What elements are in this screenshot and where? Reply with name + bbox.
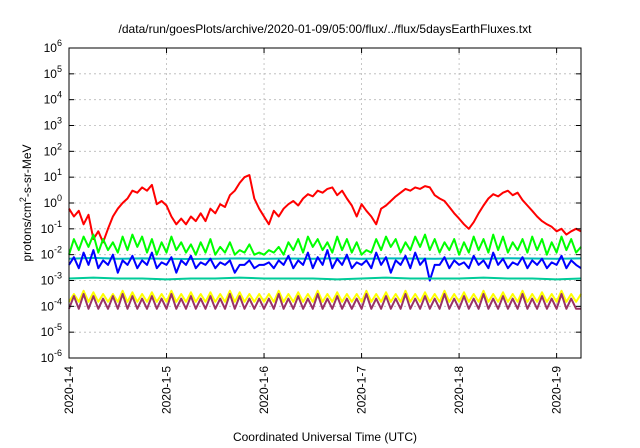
x-tick-label: 2020-1-5 xyxy=(160,366,174,414)
y-tick-label: 104 xyxy=(44,90,62,107)
grid-layer xyxy=(69,48,581,358)
series-line-4 xyxy=(68,276,582,281)
y-tick-exponent: 3 xyxy=(57,116,62,126)
y-tick-label: 100 xyxy=(44,193,62,210)
y-tick-label: 10-4 xyxy=(41,296,62,313)
y-tick-base: 10 xyxy=(44,144,58,158)
y-tick-label: 10-2 xyxy=(41,245,62,262)
y-tick-label: 101 xyxy=(44,167,62,184)
y-tick-exponent: -6 xyxy=(54,348,62,358)
y-tick-exponent: -1 xyxy=(54,219,62,229)
x-tick-label: 2020-1-7 xyxy=(355,366,369,414)
y-tick-label: 105 xyxy=(44,64,62,81)
x-tick-label: 2020-1-6 xyxy=(257,366,271,414)
y-tick-base: 10 xyxy=(44,67,58,81)
y-tick-label: 106 xyxy=(44,38,62,55)
y-tick-exponent: 6 xyxy=(57,38,62,48)
y-axis-label-unit: protons/cm xyxy=(20,202,34,261)
y-tick-exponent: -5 xyxy=(54,322,62,332)
series-line-5 xyxy=(68,289,582,303)
y-tick-label: 10-6 xyxy=(41,348,62,365)
x-axis: 2020-1-4 2020-1-5 2020-1-6 2020-1-7 2020-1-8… xyxy=(62,48,564,414)
y-tick-label: 10-1 xyxy=(41,219,62,236)
y-tick-exponent: -2 xyxy=(54,245,62,255)
series-line-6 xyxy=(68,293,581,310)
chart-title: /data/run/goesPlots/archive/2020-01-09/0… xyxy=(119,22,533,36)
y-tick-exponent: 4 xyxy=(57,90,62,100)
y-tick-base: 10 xyxy=(41,274,55,288)
y-axis-label: protons/cm2-s-sr-MeV xyxy=(18,144,34,261)
y-tick-exponent: 0 xyxy=(57,193,62,203)
y-tick-base: 10 xyxy=(44,93,58,107)
series-line-3 xyxy=(68,249,582,282)
x-tick-label: 2020-1-9 xyxy=(550,366,564,414)
y-tick-exponent: -3 xyxy=(54,271,62,281)
y-tick-exponent: 5 xyxy=(57,64,62,74)
x-tick-label: 2020-1-4 xyxy=(62,366,76,414)
y-tick-exponent: 2 xyxy=(57,141,62,151)
y-tick-label: 102 xyxy=(44,141,62,158)
y-tick-base: 10 xyxy=(44,41,58,55)
y-axis: 10610510410310210110010-110-210-310-410-… xyxy=(41,38,581,365)
y-tick-base: 10 xyxy=(44,170,58,184)
y-axis-label-rest: -s-sr-MeV xyxy=(20,144,34,197)
y-tick-base: 10 xyxy=(44,119,58,133)
y-tick-base: 10 xyxy=(41,351,55,365)
x-axis-label: Coordinated Universal Time (UTC) xyxy=(233,430,417,444)
y-tick-base: 10 xyxy=(41,248,55,262)
y-tick-exponent: 1 xyxy=(57,167,62,177)
y-tick-label: 10-5 xyxy=(41,322,62,339)
y-axis-label-exponent: 2 xyxy=(18,197,28,202)
y-tick-base: 10 xyxy=(41,299,55,313)
y-tick-exponent: -4 xyxy=(54,296,62,306)
y-tick-base: 10 xyxy=(44,196,58,210)
y-tick-label: 10-3 xyxy=(41,271,62,288)
y-tick-base: 10 xyxy=(41,222,55,236)
y-tick-label: 103 xyxy=(44,116,62,133)
x-tick-label: 2020-1-8 xyxy=(452,366,466,414)
y-tick-base: 10 xyxy=(41,325,55,339)
series-line-1 xyxy=(68,233,582,256)
series-layer xyxy=(68,174,582,310)
series-line-0 xyxy=(68,174,582,244)
